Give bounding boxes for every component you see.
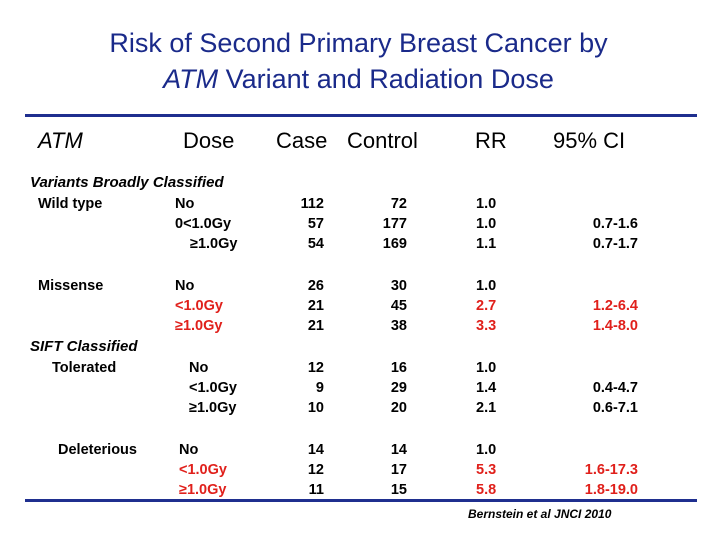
- row-dose: ≥1.0Gy: [179, 482, 227, 498]
- row-control: 20: [390, 400, 407, 416]
- row-case: 10: [307, 400, 324, 416]
- row-ci: 1.2-6.4: [592, 298, 638, 314]
- row-ci: 0.4-4.7: [592, 380, 638, 396]
- header-ci: 95% CI: [553, 128, 626, 153]
- row-control: 16: [390, 360, 407, 376]
- row-dose: No: [175, 278, 195, 294]
- row-rr: 1.0: [476, 216, 497, 232]
- bottom-rule: [25, 499, 697, 502]
- row-rr: 5.3: [476, 462, 497, 478]
- row-ci: 1.4-8.0: [592, 318, 638, 334]
- row-rr: 1.0: [476, 360, 497, 376]
- row-control: 72: [390, 196, 407, 212]
- row-group-label: Deleterious: [58, 442, 137, 458]
- row-case: 9: [315, 380, 324, 396]
- row-ci: 0.6-7.1: [592, 400, 638, 416]
- row-control: 30: [390, 278, 407, 294]
- header-control: Control: [347, 128, 418, 153]
- row-rr: 1.0: [476, 278, 497, 294]
- row-control: 29: [390, 380, 407, 396]
- row-dose: ≥1.0Gy: [189, 400, 237, 416]
- header-rr: RR: [475, 128, 507, 153]
- header-dose: Dose: [183, 128, 235, 153]
- citation: Bernstein et al JNCI 2010: [468, 507, 612, 521]
- row-case: 54: [307, 236, 324, 252]
- row-rr: 1.4: [476, 380, 497, 396]
- row-dose: <1.0Gy: [179, 462, 227, 478]
- row-ci: 1.8-19.0: [584, 482, 638, 498]
- row-control: 38: [390, 318, 407, 334]
- row-rr: 1.0: [476, 442, 497, 458]
- title-rest: Variant and Radiation Dose: [218, 64, 554, 94]
- row-case: 12: [307, 360, 324, 376]
- row-case: 12: [307, 462, 324, 478]
- row-dose: No: [179, 442, 199, 458]
- top-rule: [25, 114, 697, 117]
- row-case: 21: [307, 298, 324, 314]
- section-broad: Variants Broadly Classified: [30, 174, 224, 191]
- row-dose: 0<1.0Gy: [175, 216, 232, 232]
- row-control: 45: [390, 298, 407, 314]
- row-dose: ≥1.0Gy: [175, 318, 223, 334]
- row-ci: 0.7-1.7: [592, 236, 638, 252]
- row-group-label: Missense: [38, 278, 104, 294]
- row-control: 17: [390, 462, 407, 478]
- row-rr: 2.7: [476, 298, 497, 314]
- row-rr: 1.0: [476, 196, 497, 212]
- row-rr: 5.8: [476, 482, 497, 498]
- row-dose: No: [175, 196, 195, 212]
- section-sift: SIFT Classified: [30, 338, 138, 355]
- row-group-label: Wild type: [38, 196, 103, 212]
- row-case: 14: [307, 442, 324, 458]
- row-rr: 3.3: [476, 318, 497, 334]
- row-dose: ≥1.0Gy: [190, 236, 238, 252]
- row-ci: 1.6-17.3: [584, 462, 638, 478]
- row-rr: 2.1: [476, 400, 497, 416]
- row-dose: <1.0Gy: [175, 298, 223, 314]
- header-atm: ATM: [38, 128, 83, 153]
- row-case: 21: [307, 318, 324, 334]
- slide-title-line2: ATM Variant and Radiation Dose: [0, 62, 717, 96]
- row-case: 26: [307, 278, 324, 294]
- row-control: 169: [382, 236, 407, 252]
- row-control: 177: [382, 216, 407, 232]
- row-ci: 0.7-1.6: [592, 216, 638, 232]
- atm-italic: ATM: [163, 64, 219, 94]
- slide-title-line1: Risk of Second Primary Breast Cancer by: [109, 28, 608, 58]
- row-control: 15: [390, 482, 407, 498]
- row-dose: No: [189, 360, 209, 376]
- row-case: 112: [300, 196, 324, 212]
- header-case: Case: [276, 128, 328, 153]
- row-rr: 1.1: [476, 236, 497, 252]
- row-case: 11: [308, 482, 324, 498]
- row-control: 14: [390, 442, 407, 458]
- row-group-label: Tolerated: [52, 360, 117, 376]
- row-case: 57: [307, 216, 324, 232]
- row-dose: <1.0Gy: [189, 380, 237, 396]
